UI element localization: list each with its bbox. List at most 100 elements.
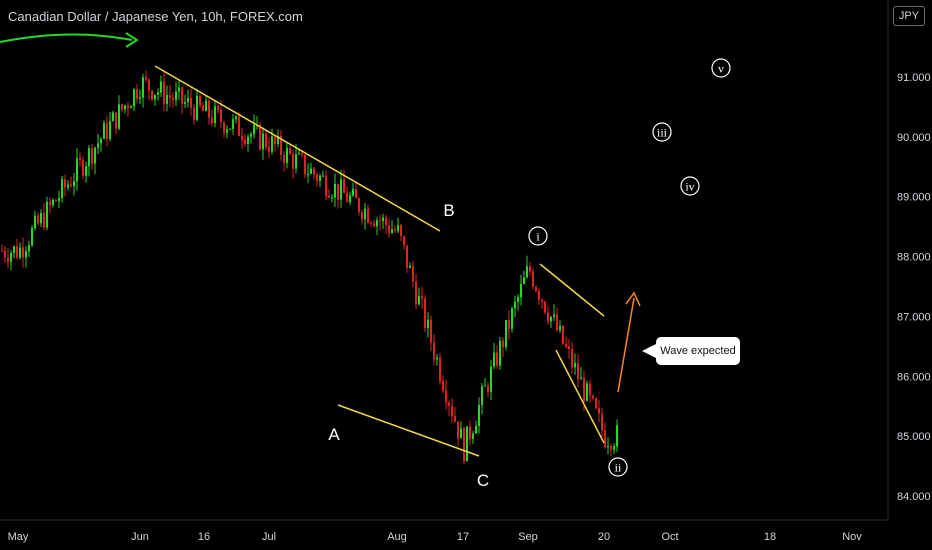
candle-body bbox=[358, 198, 360, 213]
candle-body bbox=[172, 97, 174, 101]
wave-label-circle bbox=[652, 122, 672, 142]
candle-body bbox=[40, 213, 42, 224]
candle-body bbox=[238, 116, 240, 136]
candle-body bbox=[502, 340, 504, 348]
candle-body bbox=[544, 301, 546, 313]
candle-body bbox=[331, 197, 333, 199]
candle-body bbox=[382, 217, 384, 222]
candle-body bbox=[319, 176, 321, 181]
candle-body bbox=[376, 220, 378, 227]
wave-label-v: v bbox=[718, 62, 724, 76]
time-tick-label: 18 bbox=[764, 531, 776, 543]
candle-body bbox=[43, 213, 45, 228]
candle-body bbox=[304, 154, 306, 175]
candle-body bbox=[340, 179, 342, 200]
candle-body bbox=[313, 168, 315, 175]
candle-body bbox=[328, 195, 330, 198]
candle-body bbox=[91, 148, 93, 164]
candle-body bbox=[442, 380, 444, 391]
currency-badge[interactable]: JPY bbox=[893, 6, 925, 26]
candle-body bbox=[25, 251, 27, 258]
candle-body bbox=[580, 377, 582, 380]
candle-body bbox=[607, 446, 609, 448]
candle-body bbox=[103, 123, 105, 139]
candle-body bbox=[232, 119, 234, 129]
candle-body bbox=[613, 446, 615, 450]
drawings bbox=[0, 32, 641, 457]
candle-body bbox=[466, 426, 468, 462]
candle-body bbox=[196, 95, 198, 120]
candle-body bbox=[160, 81, 162, 93]
candle-body bbox=[94, 147, 96, 164]
candle-body bbox=[49, 201, 51, 206]
candle-body bbox=[100, 138, 102, 144]
candle-body bbox=[592, 395, 594, 399]
candle-body bbox=[31, 228, 33, 246]
candle-body bbox=[139, 97, 141, 100]
candle-body bbox=[157, 92, 159, 95]
candle-body bbox=[601, 413, 603, 431]
candle-body bbox=[586, 383, 588, 401]
candle-body bbox=[370, 222, 372, 224]
candle-body bbox=[535, 286, 537, 291]
candles bbox=[1, 70, 618, 465]
trendline bbox=[539, 263, 605, 317]
projection-arrow-line bbox=[617, 297, 635, 393]
candle-body bbox=[121, 104, 123, 110]
trendline bbox=[555, 349, 605, 444]
candle-body bbox=[517, 297, 519, 302]
candle-body bbox=[295, 154, 297, 169]
candle-body bbox=[166, 95, 168, 104]
candle-body bbox=[406, 245, 408, 268]
candle-body bbox=[373, 223, 375, 227]
candle-body bbox=[349, 195, 351, 202]
candle-body bbox=[490, 366, 492, 392]
candle-body bbox=[538, 290, 540, 300]
candle-body bbox=[352, 188, 354, 196]
candle-body bbox=[541, 299, 543, 302]
candle-body bbox=[379, 220, 381, 222]
price-tick-label: 88.000 bbox=[897, 252, 931, 264]
candle-body bbox=[124, 105, 126, 110]
candle-body bbox=[76, 158, 78, 182]
candle-body bbox=[289, 148, 291, 154]
candle-body bbox=[493, 352, 495, 367]
wave-expected-callout: Wave expected bbox=[642, 337, 740, 365]
candle-body bbox=[427, 319, 429, 329]
price-tick-label: 91.000 bbox=[897, 72, 931, 84]
candle-body bbox=[253, 124, 255, 135]
price-tick-label: 90.000 bbox=[897, 132, 931, 144]
candle-body bbox=[616, 425, 618, 447]
candle-body bbox=[1, 250, 3, 252]
candle-body bbox=[523, 277, 525, 284]
candle-body bbox=[211, 117, 213, 124]
candle-body bbox=[334, 183, 336, 198]
candle-body bbox=[472, 433, 474, 439]
time-tick-label: Sep bbox=[518, 531, 538, 543]
price-tick-label: 84.000 bbox=[897, 491, 931, 503]
time-tick-label: May bbox=[8, 531, 29, 543]
candle-body bbox=[325, 175, 327, 196]
candle-body bbox=[595, 398, 597, 409]
candle-body bbox=[46, 201, 48, 228]
time-tick-label: 16 bbox=[198, 531, 210, 543]
candle-body bbox=[175, 91, 177, 101]
candle-body bbox=[346, 192, 348, 202]
candle-body bbox=[589, 383, 591, 396]
candle-body bbox=[208, 100, 210, 118]
candle-body bbox=[514, 301, 516, 309]
candle-body bbox=[136, 89, 138, 100]
candle-body bbox=[454, 415, 456, 422]
candle-body bbox=[556, 314, 558, 331]
candle-body bbox=[199, 95, 201, 106]
top-arrow-arc bbox=[0, 33, 133, 43]
candle-body bbox=[61, 179, 63, 198]
candle-body bbox=[298, 153, 300, 155]
candle-body bbox=[250, 134, 252, 137]
trendline bbox=[154, 65, 441, 232]
candle-body bbox=[133, 89, 135, 107]
candle-body bbox=[259, 124, 261, 150]
candle-body bbox=[280, 136, 282, 155]
